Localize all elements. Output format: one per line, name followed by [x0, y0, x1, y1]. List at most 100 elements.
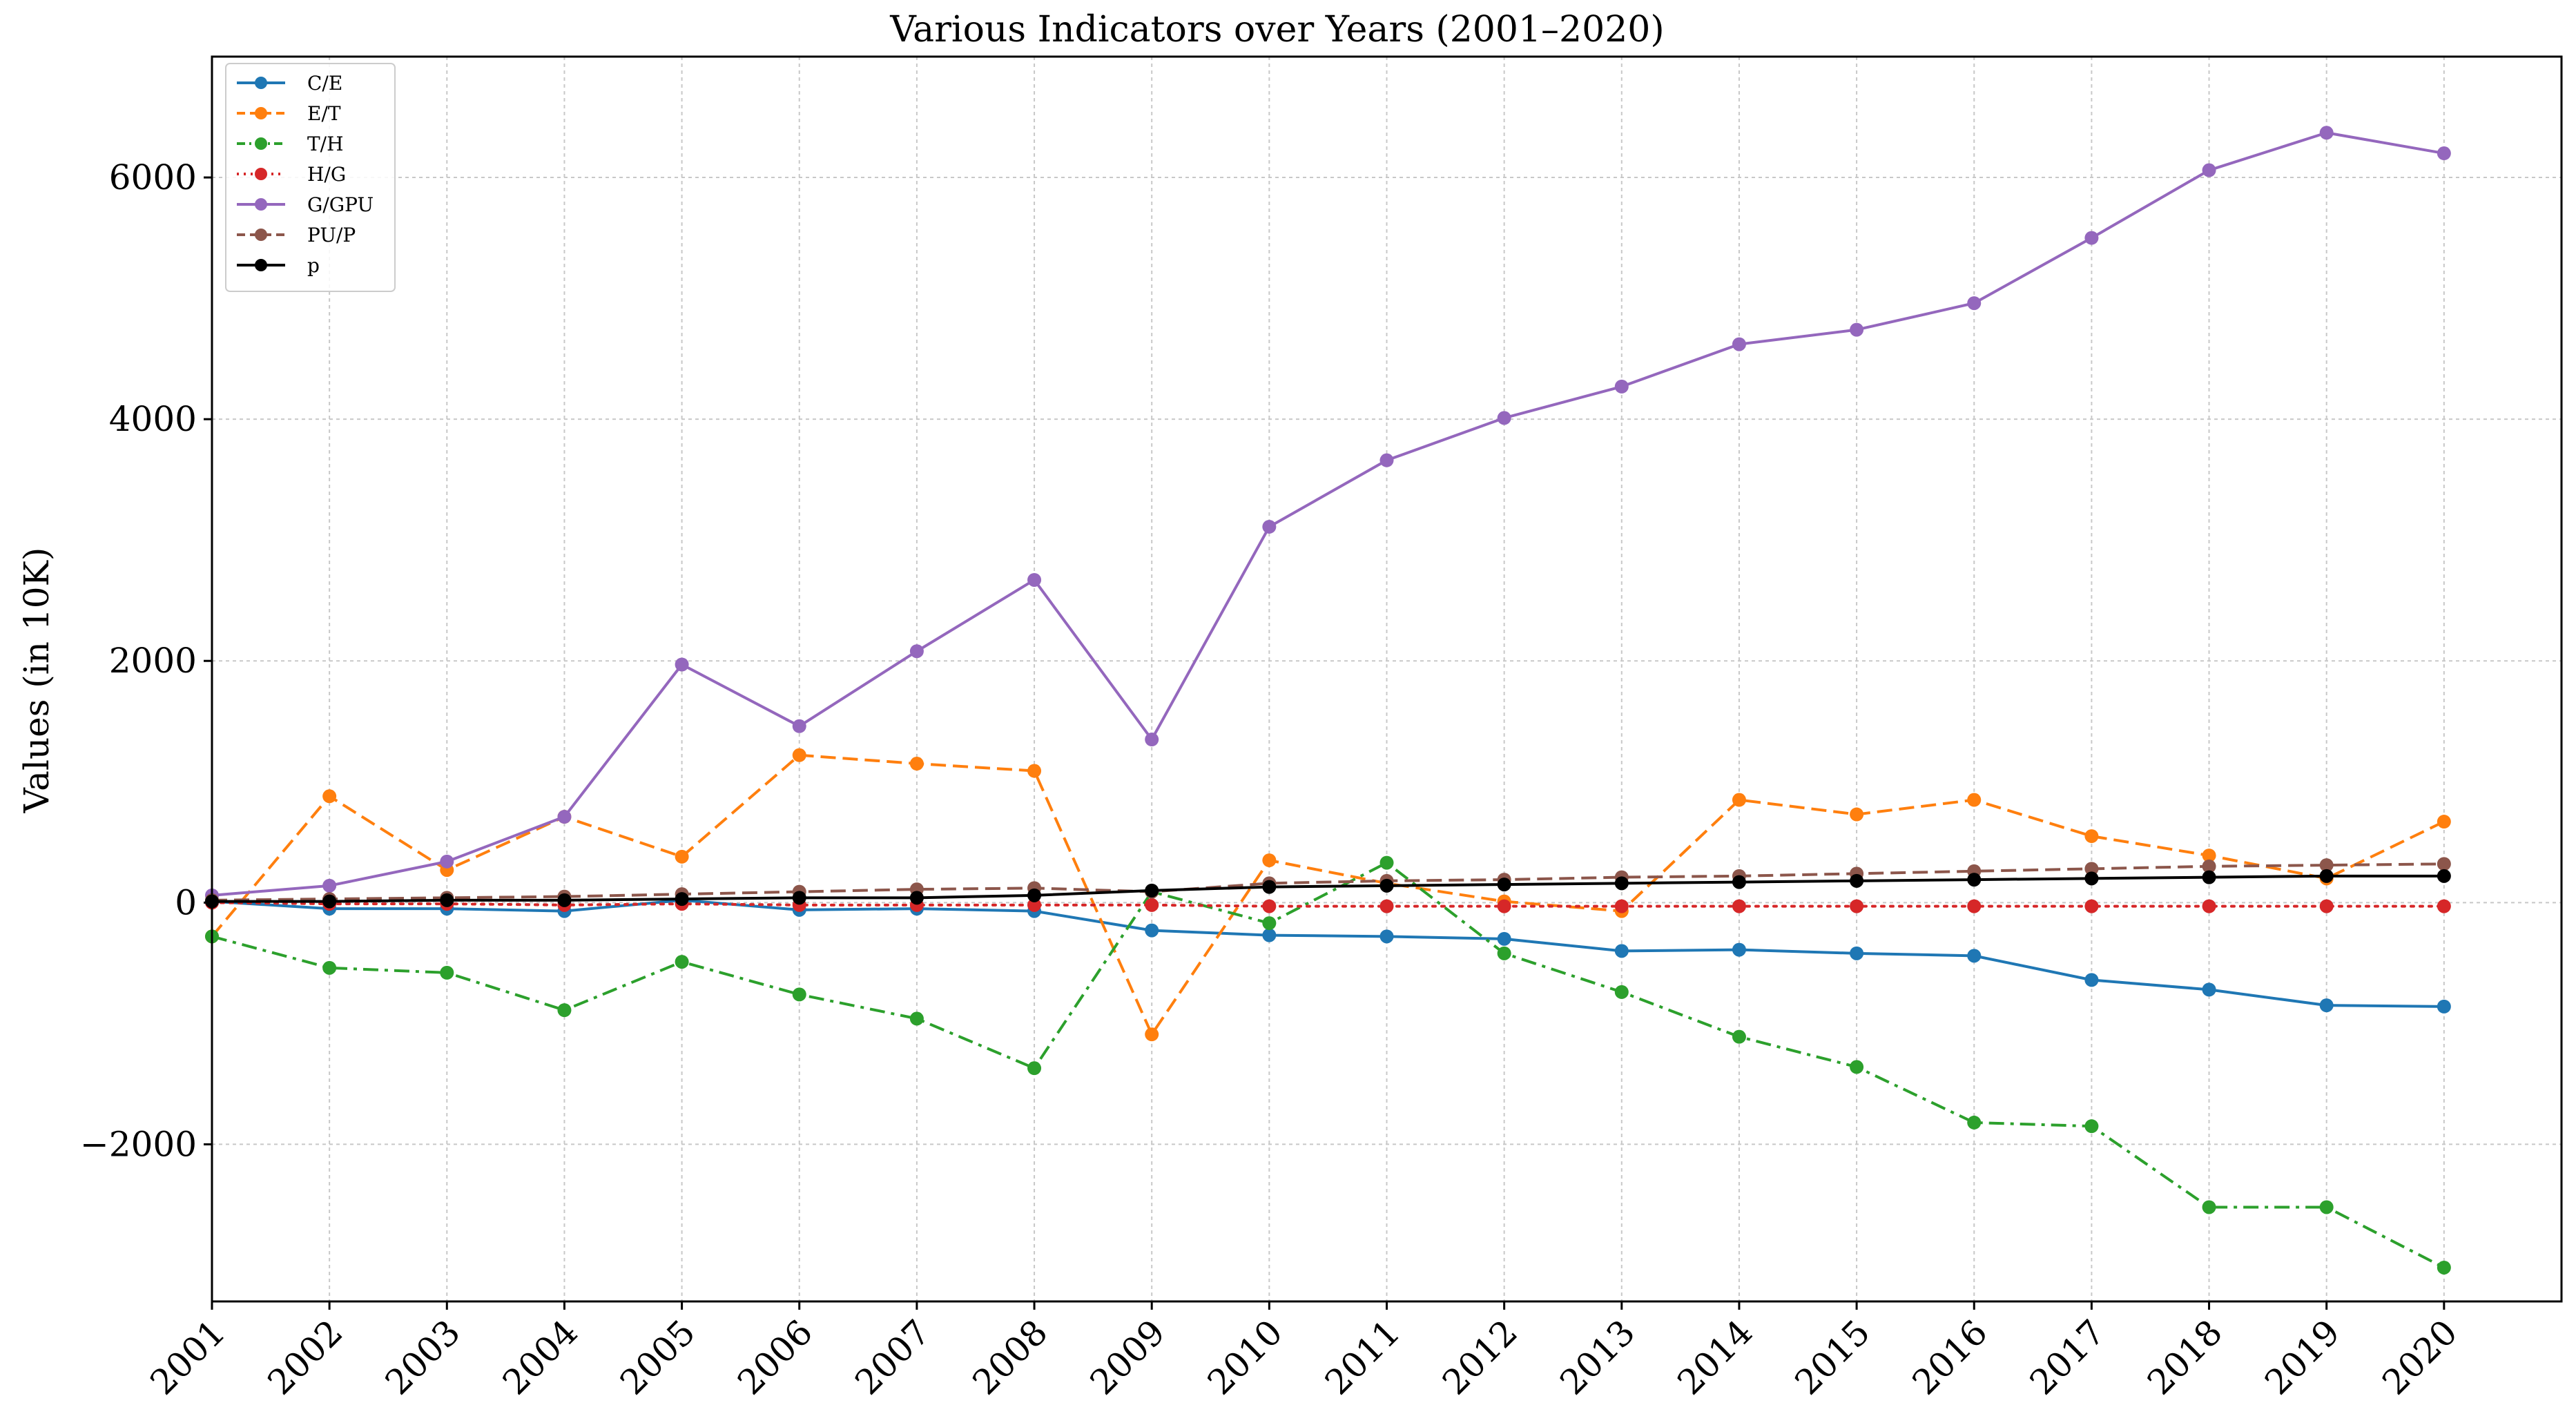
- data-point: [1379, 929, 1394, 944]
- data-point: [2437, 1260, 2451, 1275]
- data-point: [1497, 946, 1511, 960]
- data-point: [2084, 871, 2099, 886]
- data-point: [2319, 126, 2334, 140]
- data-point: [1379, 855, 1394, 870]
- data-point: [1262, 880, 1277, 894]
- data-point: [2319, 869, 2334, 883]
- legend-label: H/G: [307, 163, 346, 186]
- x-tick-label: 2002: [260, 1312, 351, 1402]
- legend-label: PU/P: [307, 224, 356, 246]
- data-point: [792, 987, 806, 1002]
- data-point: [2202, 1200, 2216, 1214]
- x-tick-label: 2016: [1905, 1312, 1995, 1402]
- data-point: [2084, 899, 2099, 913]
- data-point: [1850, 899, 1864, 913]
- data-point: [2437, 999, 2451, 1014]
- x-tick-label: 2013: [1552, 1312, 1643, 1402]
- data-point: [1967, 1115, 1982, 1130]
- data-point: [909, 891, 924, 905]
- x-tick-label: 2001: [142, 1312, 233, 1402]
- data-point: [2202, 163, 2216, 177]
- data-point: [1262, 899, 1277, 913]
- legend-label: G/GPU: [307, 193, 374, 216]
- data-point: [2202, 870, 2216, 884]
- data-point: [2084, 862, 2099, 876]
- data-point: [557, 810, 572, 824]
- data-point: [1027, 898, 1042, 912]
- x-tick-label: 2012: [1435, 1312, 1525, 1402]
- x-tick-label: 2019: [2257, 1312, 2347, 1402]
- data-point: [1732, 899, 1746, 913]
- data-point: [792, 748, 806, 762]
- legend-marker: [255, 137, 267, 150]
- data-point: [1614, 985, 1629, 999]
- axes: 2001 2002 2003 2004 2005 2006 2007 2008 2009 2010…: [80, 157, 2465, 1402]
- data-point: [792, 891, 806, 905]
- data-point: [1850, 1060, 1864, 1074]
- data-point: [1379, 899, 1394, 913]
- x-tick-label: 2003: [378, 1312, 468, 1402]
- data-point: [322, 878, 337, 893]
- data-point: [1732, 942, 1746, 957]
- data-point: [322, 789, 337, 804]
- legend-marker: [255, 259, 267, 271]
- x-tick-label: 2014: [1669, 1312, 1760, 1402]
- data-point: [1145, 923, 1159, 938]
- legend-marker: [255, 229, 267, 241]
- legend-marker: [255, 77, 267, 89]
- y-tick-label: 2000: [109, 641, 197, 681]
- data-point: [1145, 883, 1159, 898]
- series-line-c-e: [211, 898, 2444, 1008]
- data-point: [1732, 1029, 1746, 1044]
- data-point: [2437, 899, 2451, 913]
- data-point: [1614, 379, 1629, 394]
- y-tick-label: 6000: [109, 157, 197, 197]
- data-point: [792, 719, 806, 733]
- data-point: [1732, 337, 1746, 351]
- data-point: [440, 854, 454, 869]
- data-point: [2319, 858, 2334, 873]
- series-line-e-t: [211, 753, 2445, 1036]
- data-point: [1145, 1027, 1159, 1042]
- data-point: [2084, 231, 2099, 245]
- data-point: [909, 644, 924, 659]
- x-tick-label: 2007: [847, 1312, 938, 1402]
- y-tick-label: −2000: [80, 1124, 197, 1164]
- y-tick-label: 0: [175, 882, 197, 922]
- data-point: [1379, 453, 1394, 467]
- series-line-p: [212, 874, 2444, 903]
- series-layer: [205, 126, 2451, 1275]
- data-point: [1967, 949, 1982, 963]
- data-point: [2319, 1200, 2334, 1214]
- data-point: [1967, 899, 1982, 913]
- x-tick-label: 2011: [1317, 1312, 1408, 1402]
- data-point: [1497, 878, 1511, 892]
- data-point: [2084, 973, 2099, 987]
- x-tick-label: 2020: [2374, 1312, 2465, 1402]
- data-point: [1967, 793, 1982, 807]
- legend-label: T/H: [307, 133, 344, 155]
- x-tick-label: 2004: [495, 1312, 585, 1402]
- data-point: [1497, 411, 1511, 425]
- y-axis-label: Values (in 10K): [17, 548, 57, 814]
- data-point: [1967, 873, 1982, 887]
- x-tick-label: 2006: [730, 1312, 820, 1402]
- data-point: [1027, 1061, 1042, 1076]
- legend-marker: [255, 198, 267, 211]
- data-point: [322, 894, 337, 909]
- series-line-g-gpu: [211, 131, 2445, 897]
- data-point: [2202, 899, 2216, 913]
- data-point: [1379, 878, 1394, 893]
- data-point: [2202, 849, 2216, 863]
- data-point: [557, 893, 572, 907]
- data-point: [1027, 888, 1042, 902]
- grid: [211, 57, 2562, 1301]
- x-tick-label: 2018: [2140, 1312, 2230, 1402]
- x-tick-label: 2010: [1200, 1312, 1290, 1402]
- data-point: [1850, 322, 1864, 337]
- data-point: [1850, 873, 1864, 888]
- data-point: [909, 757, 924, 771]
- data-point: [675, 955, 689, 969]
- legend: C/E E/T T/H H/G G/GPU PU/P p: [225, 63, 396, 292]
- legend-marker: [255, 168, 267, 180]
